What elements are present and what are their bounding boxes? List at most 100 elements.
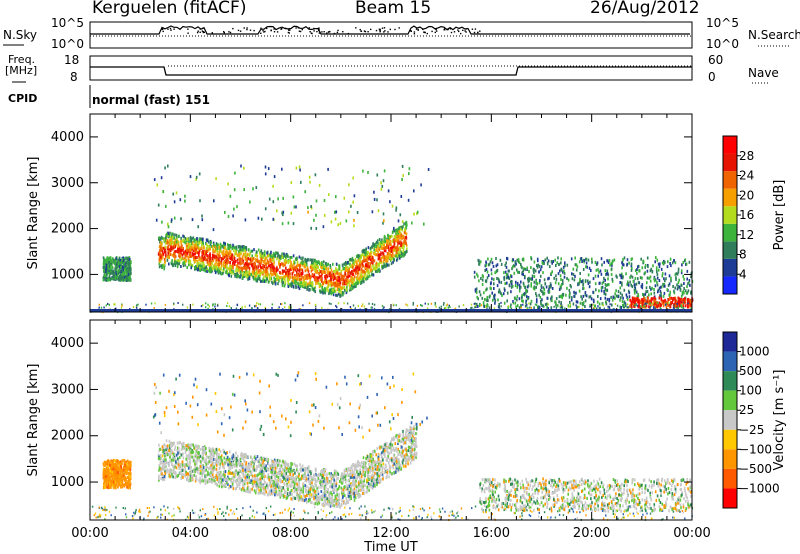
power-pixel: [351, 287, 354, 291]
power-pixel: [273, 175, 276, 179]
power-pixel: [286, 269, 289, 272]
power-pixel: [622, 258, 624, 261]
power-pixel: [278, 306, 280, 309]
power-pixel: [655, 266, 658, 270]
power-pixel: [550, 285, 552, 289]
power-pixel: [296, 260, 299, 264]
power-pixel: [244, 257, 247, 261]
power-pixel: [220, 272, 223, 276]
power-pixel: [539, 274, 542, 278]
power-pixel: [398, 233, 401, 237]
power-pixel: [352, 176, 354, 180]
power-pixel: [269, 257, 271, 261]
power-pixel: [159, 244, 162, 248]
power-pixel: [668, 302, 670, 304]
power-pixel: [304, 283, 306, 287]
power-pixel: [487, 263, 490, 267]
power-pixel: [206, 263, 209, 266]
power-pixel: [336, 294, 339, 298]
power-pixel: [632, 299, 635, 303]
power-pixel: [470, 307, 472, 309]
power-pixel: [445, 304, 448, 307]
power-pixel: [655, 268, 658, 272]
power-pixel: [213, 199, 215, 203]
power-pixel: [379, 258, 382, 262]
power-pixel: [203, 249, 206, 253]
power-pixel: [238, 275, 241, 279]
power-pixel: [182, 239, 185, 243]
power-pixel: [218, 254, 221, 258]
power-pixel: [390, 243, 392, 247]
power-pixel: [306, 285, 309, 289]
power-pixel: [247, 277, 249, 281]
power-pixel: [245, 267, 247, 271]
power-pixel: [182, 264, 185, 268]
power-pixel: [671, 298, 674, 302]
power-pixel: [382, 255, 384, 259]
power-pixel: [395, 235, 398, 239]
power-pixel: [106, 258, 109, 262]
power-pixel: [382, 212, 385, 216]
power-pixel: [158, 265, 161, 269]
power-pixel: [271, 307, 273, 309]
velocity-pixel: [306, 485, 308, 489]
power-pixel: [241, 306, 243, 309]
power-pixel: [672, 285, 674, 288]
power-pixel: [233, 260, 235, 264]
power-pixel: [620, 306, 622, 309]
power-pixel: [341, 286, 343, 290]
power-pixel: [622, 263, 625, 267]
power-pixel: [160, 243, 163, 247]
power-pixel: [216, 252, 219, 256]
power-pixel: [333, 286, 336, 290]
power-pixel: [501, 293, 503, 297]
power-pixel: [311, 287, 314, 291]
power-pixel: [348, 269, 350, 273]
power-pixel: [232, 266, 234, 270]
power-pixel: [291, 272, 294, 276]
power-pixel: [476, 302, 478, 306]
power-pixel: [339, 222, 342, 225]
power-pixel: [321, 289, 324, 293]
power-pixel: [317, 276, 319, 280]
power-pixel: [359, 280, 362, 284]
power-pixel: [270, 268, 272, 272]
power-pixel: [383, 246, 386, 250]
power-pixel: [281, 252, 283, 256]
power-pixel: [242, 255, 244, 259]
power-pixel: [579, 277, 581, 281]
power-pixel: [589, 295, 592, 299]
power-pixel: [121, 269, 123, 273]
power-pixel: [380, 253, 382, 257]
power-pixel: [106, 267, 109, 271]
power-pixel: [658, 301, 661, 305]
power-pixel: [400, 195, 403, 198]
power-pixel: [206, 270, 208, 273]
power-pixel: [356, 262, 358, 266]
power-pixel: [687, 289, 690, 293]
power-pixel: [371, 273, 373, 277]
power-pixel: [235, 307, 238, 310]
power-pixel: [584, 299, 587, 303]
power-pixel: [305, 281, 307, 285]
power-pixel: [118, 268, 120, 272]
power-pixel: [669, 257, 672, 261]
power-pixel: [250, 249, 252, 253]
power-pixel: [257, 265, 259, 269]
power-pixel: [358, 280, 360, 284]
power-pixel: [173, 244, 176, 248]
power-pixel: [643, 297, 645, 301]
velocity-pixel: [252, 467, 254, 471]
power-pixel: [405, 242, 407, 246]
power-pixel: [158, 236, 161, 240]
power-pixel: [334, 210, 336, 214]
power-pixel: [663, 300, 665, 304]
velocity-pixel: [327, 490, 329, 494]
power-pixel: [334, 269, 336, 273]
power-pixel: [679, 288, 682, 292]
power-pixel: [399, 213, 402, 217]
power-pixel: [563, 269, 565, 273]
power-pixel: [478, 262, 480, 266]
power-pixel: [336, 271, 338, 275]
power-pixel: [153, 178, 156, 182]
